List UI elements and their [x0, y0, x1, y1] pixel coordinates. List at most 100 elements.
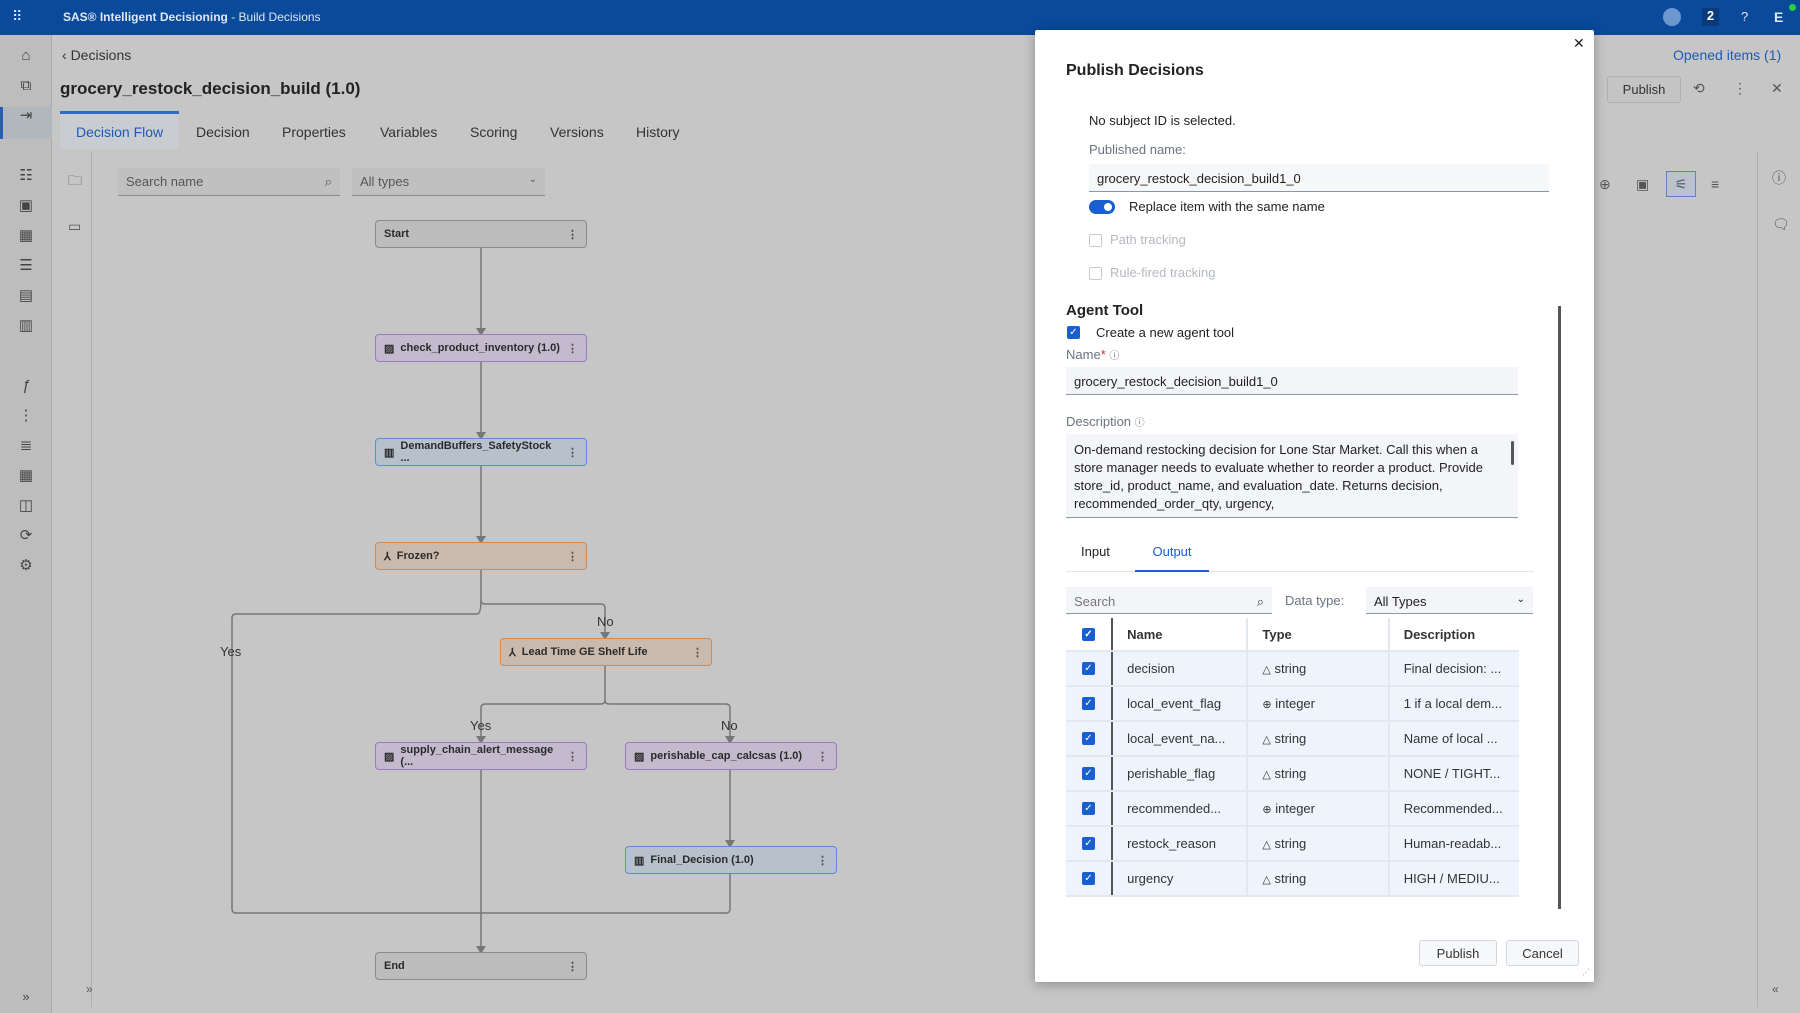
- variables-icon[interactable]: ⋮: [18, 407, 34, 424]
- tab-decision-flow[interactable]: Decision Flow: [60, 111, 180, 149]
- description-textarea[interactable]: On-demand restocking decision for Lone S…: [1066, 434, 1518, 518]
- app-launcher-icon[interactable]: ⠿: [12, 8, 22, 24]
- table-row[interactable]: ✓ local_event_na... △ string Name of loc…: [1066, 721, 1519, 757]
- breadcrumb[interactable]: ‹ Decisions: [62, 47, 132, 63]
- textarea-scrollbar[interactable]: [1511, 441, 1514, 465]
- notifications-badge[interactable]: 2: [1702, 8, 1719, 26]
- tab-output[interactable]: Output: [1135, 544, 1209, 572]
- flow-node-check-product-inventory[interactable]: ▨ check_product_inventory (1.0) ⋮: [375, 334, 587, 362]
- column-header-description[interactable]: Description: [1388, 618, 1519, 652]
- node-menu-icon[interactable]: ⋮: [567, 342, 578, 355]
- publish-button[interactable]: Publish: [1419, 940, 1497, 966]
- export-icon[interactable]: ⇥: [19, 107, 33, 124]
- node-menu-icon[interactable]: ⋮: [692, 646, 703, 659]
- node-menu-icon[interactable]: ⋮: [567, 446, 578, 459]
- flow-node-demand-buffers[interactable]: ▥ DemandBuffers_SafetyStock ... ⋮: [375, 438, 587, 466]
- refresh-icon[interactable]: ⟲: [1693, 80, 1705, 96]
- row-checkbox[interactable]: ✓: [1082, 767, 1095, 780]
- row-checkbox[interactable]: ✓: [1082, 662, 1095, 675]
- zoom-icon[interactable]: ⊕: [1599, 176, 1611, 192]
- rule-sets-icon[interactable]: ☷: [19, 167, 33, 184]
- expand-panel-icon[interactable]: »: [86, 982, 93, 996]
- lookup-tables-icon[interactable]: ▦: [18, 227, 34, 244]
- help-icon[interactable]: ⓘ: [1109, 351, 1120, 362]
- collapse-rail-icon[interactable]: «: [1772, 982, 1779, 996]
- table-row[interactable]: ✓ local_event_flag ⊕ integer 1 if a loca…: [1066, 686, 1519, 722]
- table-row[interactable]: ✓ perishable_flag △ string NONE / TIGHT.…: [1066, 756, 1519, 792]
- table-row[interactable]: ✓ decision △ string Final decision: ...: [1066, 651, 1519, 687]
- row-checkbox[interactable]: ✓: [1082, 697, 1095, 710]
- validation-icon[interactable]: ⓘ: [1772, 170, 1786, 186]
- type-filter-select[interactable]: All types ⌄: [352, 168, 545, 196]
- help-icon[interactable]: ⓘ: [1134, 418, 1145, 429]
- rule-fired-checkbox[interactable]: [1089, 267, 1102, 280]
- tab-decision[interactable]: Decision: [196, 124, 250, 140]
- fit-view-icon[interactable]: ▣: [1636, 176, 1650, 192]
- more-options-icon[interactable]: ⋮: [1733, 80, 1747, 96]
- help-icon[interactable]: ?: [1741, 9, 1749, 24]
- flow-node-end[interactable]: End ⋮: [375, 952, 587, 980]
- node-menu-icon[interactable]: ⋮: [567, 228, 578, 241]
- select-all-checkbox[interactable]: ✓: [1082, 627, 1095, 641]
- column-header-name[interactable]: Name: [1112, 618, 1249, 652]
- wrap-icon[interactable]: ≡: [1711, 176, 1720, 192]
- treatments-icon[interactable]: ▤: [18, 287, 34, 304]
- close-icon[interactable]: ✕: [1771, 80, 1783, 96]
- agent-name-input[interactable]: grocery_restock_decision_build1_0: [1066, 367, 1518, 395]
- functions-icon[interactable]: ƒ: [21, 377, 31, 394]
- publish-toolbar-button[interactable]: Publish: [1607, 76, 1681, 103]
- code-files-icon[interactable]: ☰: [19, 257, 33, 274]
- row-checkbox[interactable]: ✓: [1082, 802, 1095, 815]
- flow-node-supply-chain-alert[interactable]: ▨ supply_chain_alert_message (... ⋮: [375, 742, 587, 770]
- node-menu-icon[interactable]: ⋮: [567, 750, 578, 763]
- search-name-input[interactable]: Search name ⌕: [118, 168, 340, 196]
- node-menu-icon[interactable]: ⋮: [817, 750, 828, 763]
- node-menu-icon[interactable]: ⋮: [817, 854, 828, 867]
- panel-icon[interactable]: ▭: [68, 218, 82, 234]
- table-row[interactable]: ✓ restock_reason △ string Human-readab..…: [1066, 826, 1519, 862]
- tab-properties[interactable]: Properties: [282, 124, 346, 140]
- user-avatar[interactable]: E: [1774, 9, 1784, 25]
- layout-icon[interactable]: ⚟: [1666, 171, 1696, 197]
- published-name-input[interactable]: grocery_restock_decision_build1_0: [1089, 164, 1549, 192]
- row-checkbox[interactable]: ✓: [1082, 872, 1095, 885]
- settings-icon[interactable]: ⚙: [19, 557, 33, 574]
- lists-icon[interactable]: ≣: [19, 437, 33, 454]
- dialog-scrollbar[interactable]: [1558, 306, 1561, 909]
- models-icon[interactable]: ▣: [18, 197, 34, 214]
- column-header-type[interactable]: Type: [1247, 618, 1390, 652]
- resize-handle-icon[interactable]: ⋰: [1582, 968, 1590, 977]
- flow-node-final-decision[interactable]: ▥ Final_Decision (1.0) ⋮: [625, 846, 837, 874]
- tab-versions[interactable]: Versions: [550, 124, 604, 140]
- close-dialog-icon[interactable]: ✕: [1573, 35, 1585, 51]
- replace-toggle[interactable]: [1089, 200, 1115, 214]
- create-agent-checkbox[interactable]: ✓: [1067, 326, 1080, 339]
- library-icon[interactable]: ◫: [18, 497, 34, 514]
- table-row[interactable]: ✓ urgency △ string HIGH / MEDIU...: [1066, 861, 1519, 897]
- decisions-icon[interactable]: ⧉: [20, 77, 32, 94]
- tab-variables[interactable]: Variables: [380, 124, 438, 140]
- output-search-input[interactable]: Search ⌕: [1066, 587, 1272, 614]
- folder-icon[interactable]: 🗀: [68, 172, 82, 188]
- node-menu-icon[interactable]: ⋮: [567, 960, 578, 973]
- expand-nav-icon[interactable]: »: [22, 989, 30, 1004]
- flow-node-lead-time[interactable]: ⅄ Lead Time GE Shelf Life ⋮: [500, 638, 712, 666]
- documents-icon[interactable]: ▥: [18, 317, 34, 334]
- table-row[interactable]: ✓ recommended... ⊕ integer Recommended..…: [1066, 791, 1519, 827]
- tab-scoring[interactable]: Scoring: [470, 124, 518, 140]
- tab-input[interactable]: Input: [1081, 544, 1110, 559]
- cancel-button[interactable]: Cancel: [1506, 940, 1579, 966]
- flow-node-start[interactable]: Start ⋮: [375, 220, 587, 248]
- path-tracking-checkbox[interactable]: [1089, 234, 1102, 247]
- tab-history[interactable]: History: [636, 124, 680, 140]
- workflow-icon[interactable]: ⟳: [19, 527, 33, 544]
- node-menu-icon[interactable]: ⋮: [567, 550, 578, 563]
- flow-node-perishable-cap[interactable]: ▨ perishable_cap_calcsas (1.0) ⋮: [625, 742, 837, 770]
- flow-node-frozen[interactable]: ⅄ Frozen? ⋮: [375, 542, 587, 570]
- home-icon[interactable]: ⌂: [21, 47, 31, 64]
- opened-items-link[interactable]: Opened items (1): [1673, 47, 1782, 63]
- tables-icon[interactable]: ▦: [18, 467, 34, 484]
- comments-icon[interactable]: 🗨: [1772, 216, 1790, 232]
- row-checkbox[interactable]: ✓: [1082, 732, 1095, 745]
- data-type-select[interactable]: All Types ⌄: [1366, 587, 1533, 614]
